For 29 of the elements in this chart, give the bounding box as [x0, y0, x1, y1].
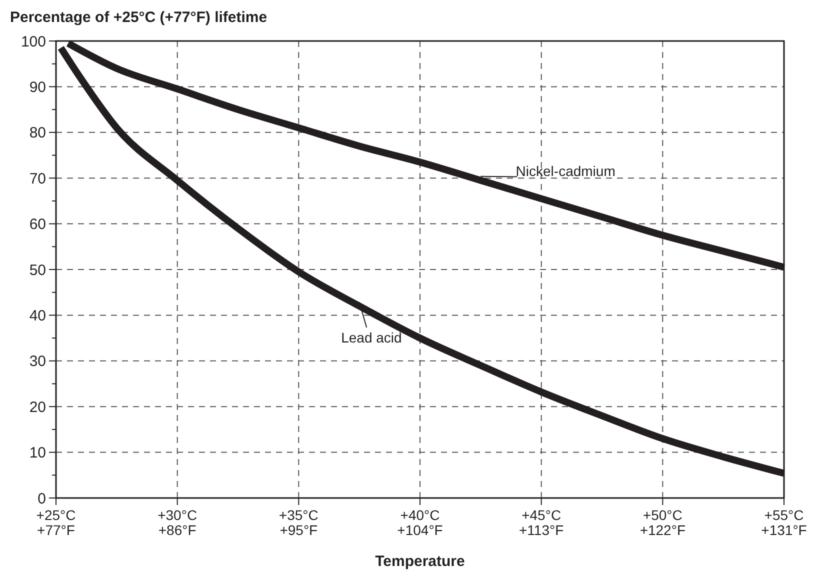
x2-tick-label: +104°F: [397, 522, 443, 538]
y-tick-label: 90: [29, 78, 46, 96]
y-tick-label: 100: [20, 33, 46, 50]
x-tick-label: +30°C: [158, 507, 198, 523]
y-tick-label: 0: [38, 490, 46, 508]
x2-tick-label: +122°F: [640, 522, 686, 538]
x-tick-label: +55°C: [764, 507, 804, 523]
x-tick-label: +45°C: [522, 507, 562, 523]
legend-label: Nickel-cadmium: [516, 162, 616, 179]
x-tick-label: +25°C: [36, 507, 76, 523]
x-tick-label: +50°C: [642, 507, 682, 523]
y-tick-label: 20: [29, 398, 46, 416]
y-tick-label: 50: [29, 262, 46, 279]
y-tick-label: 70: [29, 170, 46, 188]
x-axis-title: Temperature: [375, 553, 465, 570]
y-tick-label: 10: [29, 444, 46, 462]
y-axis-title: Percentage of +25°C (+77°F) lifetime: [10, 9, 268, 26]
y-tick-label: 80: [29, 124, 46, 142]
x2-tick-label: +77°F: [37, 522, 75, 538]
x2-tick-label: +113°F: [519, 522, 564, 538]
series-label: Lead acid: [341, 330, 402, 346]
x2-tick-label: +131°F: [761, 522, 807, 538]
x2-tick-label: +95°F: [280, 522, 318, 538]
x-tick-label: +40°C: [400, 507, 440, 523]
x-tick-label: +35°C: [278, 507, 318, 523]
y-tick-label: 40: [29, 307, 46, 324]
y-tick-label: 60: [29, 216, 46, 234]
y-tick-label: 30: [29, 353, 46, 370]
x2-tick-label: +86°F: [158, 522, 196, 538]
